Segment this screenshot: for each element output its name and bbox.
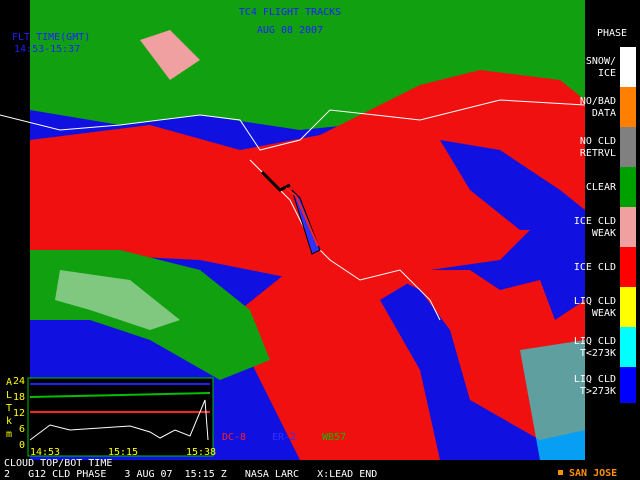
er2-track [291, 189, 321, 255]
legend-label: RETRVL [580, 148, 616, 159]
x-tick-label: 15:15 [108, 447, 138, 458]
clear-east [440, 140, 585, 230]
x-tick-label: 15:38 [186, 447, 216, 458]
legend-swatch [620, 287, 636, 327]
legend-swatch [620, 167, 636, 207]
legend-label: NO CLD [580, 136, 616, 147]
title: TC4 FLIGHT TRACKS [239, 7, 341, 18]
legend-label: T<273K [580, 348, 616, 359]
aircraft-label: ER-2 [272, 432, 296, 443]
y-tick-label: 24 [13, 376, 25, 387]
ice-cloud-south [290, 260, 585, 440]
liq-cold [520, 340, 585, 460]
legend-swatch [620, 127, 636, 167]
y-tick-label: 0 [19, 440, 25, 451]
legend-label: SNOW/ [586, 56, 616, 67]
legend-label: LIQ CLD [574, 296, 616, 307]
legend-label: NO/BAD [580, 96, 616, 107]
legend-swatch [620, 327, 636, 367]
legend-label: LIQ CLD [574, 336, 616, 347]
flight-track [260, 170, 291, 192]
city-label: SAN JOSE [569, 468, 617, 479]
coastline [249, 159, 441, 321]
inset-caption: CLOUD TOP/BOT TIME [4, 458, 112, 469]
legend-label: T>273K [580, 386, 616, 397]
aircraft-key: DC-8 ER-2 WB57 [222, 432, 346, 443]
legend-label: ICE CLD [574, 262, 616, 273]
legend-label: CLEAR [586, 182, 617, 193]
cloud-top-trace [29, 399, 209, 441]
weak-ice [140, 30, 200, 80]
legend-swatch [620, 207, 636, 247]
legend-swatch [620, 87, 636, 127]
x-tick-label: 14:53 [30, 447, 60, 458]
axis-label: T [6, 403, 12, 414]
wb57-altitude [29, 392, 211, 398]
legend-label: WEAK [592, 308, 616, 319]
dc8-track [285, 187, 319, 247]
legend-title: PHASE [597, 28, 627, 39]
ice-cloud-center [240, 270, 440, 460]
flight-time: 14:53-15:37 [14, 44, 80, 55]
ice-cloud [30, 70, 585, 300]
satellite-map [0, 0, 586, 460]
axis-label: L [6, 390, 12, 401]
axis-label: k [6, 416, 12, 427]
legend-label: WEAK [592, 228, 616, 239]
altitude-inset [27, 377, 214, 457]
footer: 2 G12 CLD PHASE 3 AUG 07 15:15 Z NASA LA… [4, 469, 377, 480]
axis-label: A [6, 377, 12, 388]
legend-label: LIQ CLD [574, 374, 616, 385]
legend-swatch [620, 247, 636, 287]
y-tick-label: 12 [13, 408, 25, 419]
legend-swatch [620, 47, 636, 87]
y-tick-label: 6 [19, 424, 25, 435]
coastline [0, 99, 586, 151]
legend-label: ICE [598, 68, 616, 79]
aircraft-label: WB57 [322, 432, 346, 443]
flight-time-label: FLT TIME(GMT) [12, 32, 90, 43]
city-marker [558, 470, 563, 475]
snow-patch [55, 270, 180, 330]
legend-label: DATA [592, 108, 616, 119]
axis-label: m [6, 429, 12, 440]
legend-label: ICE CLD [574, 216, 616, 227]
y-tick-label: 18 [13, 392, 25, 403]
legend-swatch [620, 367, 636, 403]
aircraft-label: DC-8 [222, 432, 246, 443]
date: AUG 08 2007 [257, 25, 323, 36]
